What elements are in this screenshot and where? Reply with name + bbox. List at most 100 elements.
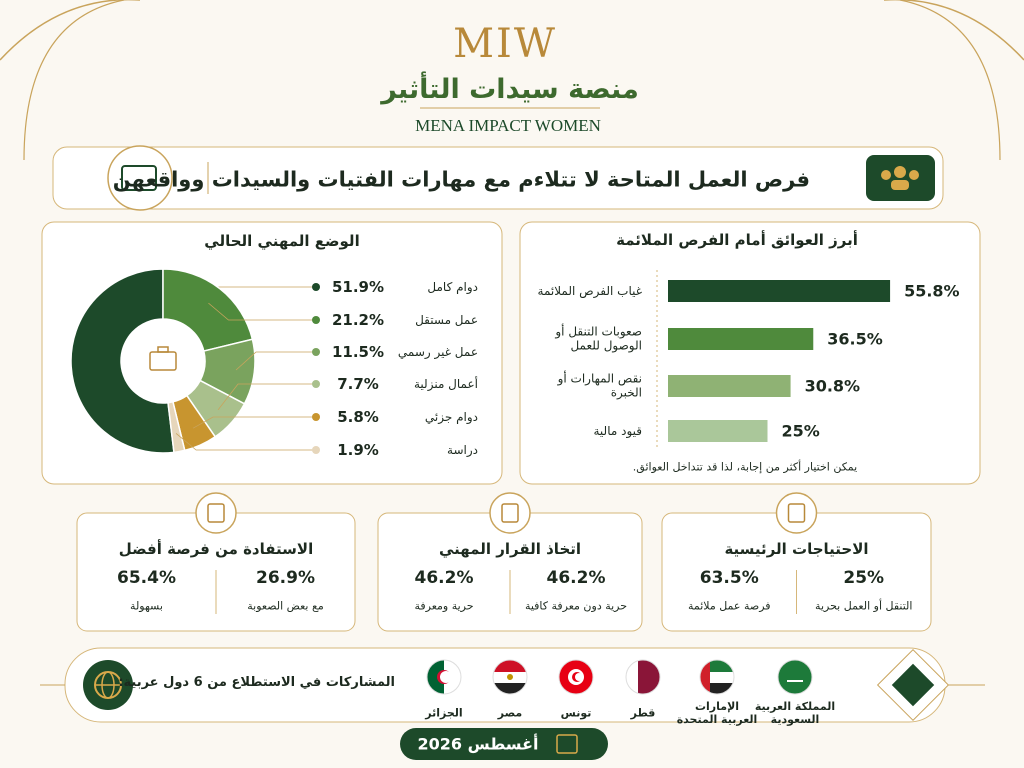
flag [493,683,527,694]
leader-line [235,351,316,371]
value-label: 36.5% [827,329,883,349]
stat-value: 65.4% [117,567,176,588]
value-label: 5.8% [337,408,379,426]
stat-label: التنقل أو العمل بحرية [815,599,913,613]
headline-box [52,146,944,210]
stat-label: فرصة عمل ملائمة [687,599,771,613]
legend-label: عمل غير رسمي [397,344,478,359]
bar-label: نقص المهارات أو الخبرة [557,371,642,400]
briefcase-icon [107,145,173,211]
flag [440,671,452,683]
flag [700,672,734,683]
flag-ring [558,659,594,695]
date-pill [400,728,608,760]
flag [626,660,638,694]
bar-label: صعوبات التنقل أو الوصول للعمل [555,324,642,353]
stat-value: 25% [843,567,885,588]
card-icon [489,492,531,534]
flag [507,674,513,680]
country-name: تونس [560,706,592,720]
calendar-icon [556,734,578,754]
countries-label: المشاركات في الاستطلاع من 6 دول عربية: [118,675,395,691]
value-label: 7.7% [337,375,379,393]
bar [668,280,891,302]
country-name: قطر [630,706,656,720]
stat-label: حرية ومعرفة [414,599,474,613]
legend-label: دراسة [447,442,478,457]
headline: فرص العمل المتاحة لا تتلاءم مع مهارات ال… [112,167,810,192]
flag [787,680,803,682]
card-icon [775,492,818,534]
people-icon [909,170,919,180]
people-icon [866,155,935,201]
flag-ring [426,659,462,695]
stat-value: 46.2% [414,567,474,588]
people-icon [891,180,909,190]
bar-label: قيود مالية [593,423,642,438]
country-name: الإمارات العربية المتحدة [676,699,758,726]
legend-label: دوام جزئي [424,409,478,424]
legend-label: أعمال منزلية [413,376,478,391]
flag-ring [625,659,661,695]
corner-ornament [0,0,140,61]
bar-label: غياب الفرص الملائمة [537,283,642,298]
leader-line [192,416,316,429]
leader-line [217,383,316,411]
flag-ring [492,659,528,695]
legend-dot [312,316,320,324]
people-icon [881,170,891,180]
card-icon [195,492,237,534]
donut-slice [70,268,175,454]
value-label: 51.9% [331,278,385,296]
legend-dot [312,413,320,421]
country-name: المملكة العربية السعودية [754,699,836,726]
card-title: الاستفادة من فرصة أفضل [118,540,314,558]
leader-line [175,433,316,451]
legend-dot [312,283,320,291]
value-label: 25% [781,421,820,441]
value-label: 30.8% [804,376,861,396]
flag [493,660,527,672]
stat-label: حرية دون معرفة كافية [524,599,628,613]
bar [668,420,768,442]
flag [700,683,734,694]
legend-dot [312,348,320,356]
legend-label: عمل مستقل [415,312,478,327]
flag [778,660,812,694]
value-label: 55.8% [904,281,960,301]
flag-ring [777,659,813,695]
card-icon [501,503,519,523]
card-icon [787,503,806,523]
stat-value: 26.9% [256,567,315,588]
flag [427,660,444,694]
card-title: اتخاذ القرار المهني [438,540,582,558]
brand-arabic: منصة سيدات التأثير [381,73,639,105]
donut-slice [167,400,186,454]
stat-label: مع بعض الصعوبة [247,599,324,613]
note: يمكن اختيار أكثر من إجابة، لذا قد تتداخل… [632,460,858,474]
legend-dot [312,380,320,388]
country-name: مصر [497,706,523,720]
corner-ornament [899,0,1001,161]
chart-title: أبرز العوائق أمام الفرص الملائمة [616,231,858,249]
stat-value: 46.2% [546,567,606,588]
card-title: الاحتياجات الرئيسية [724,540,869,558]
donut-center [123,321,203,401]
value-label: 21.2% [331,311,385,329]
flag-ring [699,659,735,695]
chart-title: الوضع المهني الحالي [204,232,360,250]
briefcase-icon [157,346,169,353]
people-icon [894,166,906,178]
corner-ornament [23,0,125,161]
stat-label: بسهولة [130,599,163,613]
value-label: 11.5% [331,343,385,361]
bar [668,375,791,397]
corner-ornament [884,0,1024,61]
brand-english: MENA IMPACT WOMEN [415,115,601,135]
date: أغسطس 2026 [417,734,539,754]
legend-label: دوام كامل [427,279,478,294]
leader-line [208,302,316,321]
card-icon [207,503,225,523]
